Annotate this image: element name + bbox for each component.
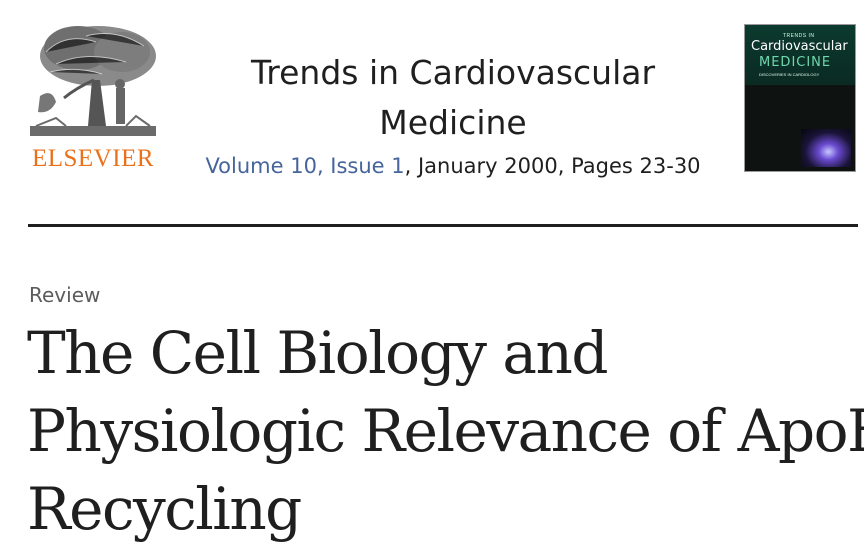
journal-header: Trends in Cardiovascular Medicine Volume… (180, 48, 726, 178)
cover-band (745, 25, 855, 85)
article-title-line: The Cell Biology and (27, 319, 609, 387)
citation-details: , January 2000, Pages 23-30 (404, 154, 701, 178)
article-title-line: Physiologic Relevance of ApoE (27, 397, 864, 465)
article-type-label: Review (29, 283, 101, 307)
cover-title-line2: MEDICINE (759, 55, 832, 70)
elsevier-logo[interactable]: ELSEVIER (26, 22, 160, 174)
volume-issue-link[interactable]: Volume 10, Issue 1 (205, 154, 405, 178)
cover-small-text: TRENDS IN (783, 33, 815, 39)
cover-image (801, 129, 851, 167)
header-divider (28, 224, 858, 227)
journal-cover[interactable]: TRENDS IN Cardiovascular MEDICINE DISCOV… (744, 24, 856, 172)
citation: Volume 10, Issue 1, January 2000, Pages … (180, 154, 726, 178)
article-title-line: Recycling (27, 475, 302, 543)
journal-title-link[interactable]: Trends in Cardiovascular Medicine (250, 53, 656, 142)
cover-subtitle: DISCOVERIES IN CARDIOLOGY (759, 72, 820, 77)
article-title: The Cell Biology and Physiologic Relevan… (27, 314, 864, 548)
cover-title-line1: Cardiovascular (751, 39, 848, 54)
elsevier-tree-icon (30, 26, 156, 136)
publisher-wordmark: ELSEVIER (31, 145, 155, 172)
